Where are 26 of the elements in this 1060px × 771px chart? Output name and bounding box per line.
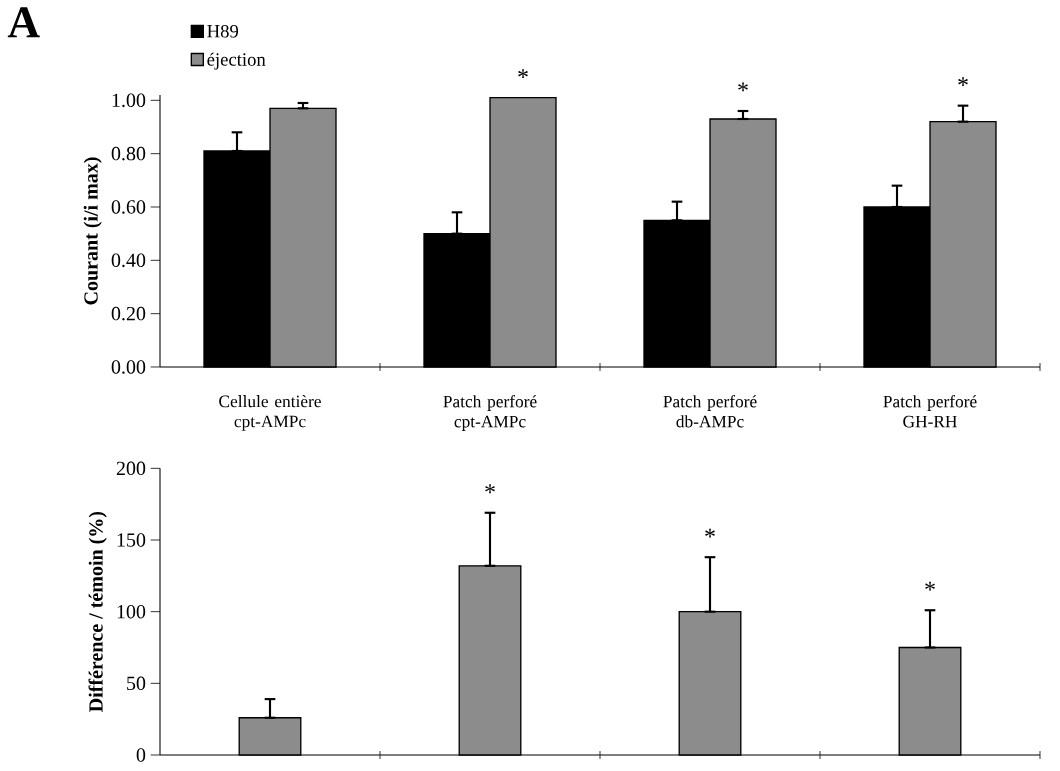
y-axis-title: Différence / témoin (%): [88, 511, 107, 712]
legend-label: éjection: [207, 52, 266, 70]
chart-title: A: [7, 7, 40, 38]
legend-label: H89: [207, 24, 239, 38]
y-tick-label: 50: [127, 676, 146, 691]
x-tick-label: Cellule entière cpt-AMPc: [219, 395, 321, 431]
y-tick-label: 1.00: [112, 93, 146, 108]
y-tick-label: 0.80: [111, 146, 146, 161]
y-axis-title: Courant (i/i max): [83, 157, 102, 305]
annotation: *: [485, 484, 495, 494]
text: *: [518, 69, 528, 79]
text: *: [958, 77, 968, 87]
annotation: *: [705, 528, 715, 538]
y-tick-label: 0.20: [111, 306, 146, 321]
x-tick-label: Patch perforé cpt-AMPc: [443, 395, 537, 431]
text: *: [738, 82, 748, 92]
y-tick-label: 100: [117, 604, 146, 619]
y-tick-label: 150: [117, 533, 146, 547]
y-tick-label: 0.00: [111, 360, 146, 374]
x-tick-label: Patch perforé GH-RH: [883, 395, 977, 428]
y-tick-label: 0.60: [111, 200, 146, 214]
annotation: *: [925, 581, 935, 591]
y-tick-label: 0.40: [111, 253, 146, 268]
x-tick-label: Patch perforé db-AMPc: [663, 395, 757, 428]
y-tick-label: 200: [116, 461, 146, 476]
y-tick-label: 0: [136, 748, 146, 762]
